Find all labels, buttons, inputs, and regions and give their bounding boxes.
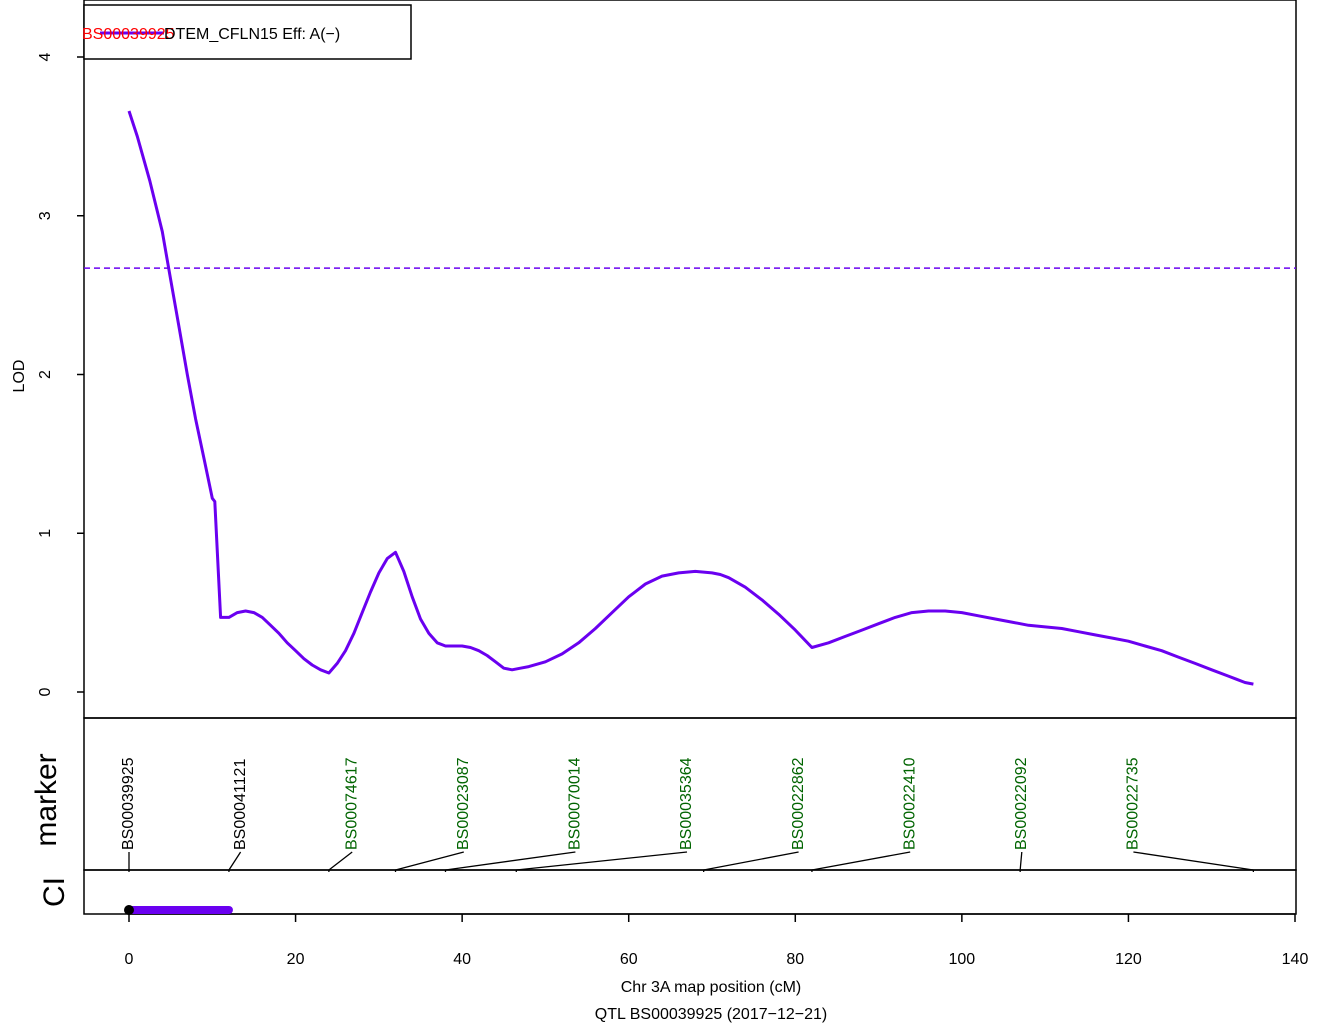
x-tick-label: 60 — [620, 951, 638, 968]
y-tick-label: 4 — [37, 52, 54, 61]
marker-label: BS00035364 — [678, 757, 695, 850]
x-axis-label: Chr 3A map position (cM) — [621, 979, 802, 996]
marker-connector — [328, 851, 353, 871]
marker-label: BS00074617 — [343, 757, 360, 850]
ci-peak-dot — [124, 905, 134, 915]
x-tick-label: 100 — [949, 951, 976, 968]
marker-connector — [445, 851, 576, 871]
y-tick-label: 3 — [37, 211, 54, 220]
marker-label: BS00023087 — [455, 757, 472, 850]
x-tick-label: 0 — [125, 951, 134, 968]
y-tick-label: 1 — [37, 529, 54, 538]
marker-label: BS00022410 — [901, 757, 918, 850]
legend: BS00039925 DTEM_CFLN15 Eff: A(−) — [82, 4, 412, 60]
y-tick-label: 0 — [37, 687, 54, 696]
y-tick-label: 2 — [37, 370, 54, 379]
y-axis-label: LOD — [11, 360, 28, 393]
lod-curve-0 — [127, 110, 1254, 686]
marker-connector — [1019, 851, 1023, 871]
marker-connector — [811, 851, 911, 871]
marker-label: BS00070014 — [567, 757, 584, 850]
marker-connector — [703, 851, 799, 871]
chart-subtitle: QTL BS00039925 (2017−12−21) — [595, 1006, 827, 1023]
marker-label: BS00022862 — [790, 757, 807, 850]
legend-marker-label: BS00039925 — [82, 26, 175, 43]
ci-panel-label: CI — [38, 877, 71, 907]
marker-label: BS00022092 — [1013, 757, 1030, 850]
marker-connector — [516, 851, 688, 871]
legend-trait-label: DTEM_CFLN15 Eff: A(−) — [164, 26, 340, 43]
x-tick-label: 20 — [287, 951, 305, 968]
marker-label: BS00039925 — [120, 757, 137, 850]
marker-label: BS00022735 — [1125, 757, 1142, 850]
x-tick-label: 140 — [1282, 951, 1309, 968]
ci-panel-frame — [83, 869, 1297, 915]
marker-connector — [1133, 851, 1254, 871]
x-tick-label: 80 — [786, 951, 804, 968]
marker-connector — [395, 851, 464, 871]
lod-plot-frame — [83, 0, 1297, 719]
x-tick-label: 40 — [453, 951, 471, 968]
marker-panel-label: marker — [30, 753, 63, 846]
x-tick-label: 120 — [1115, 951, 1142, 968]
marker-label: BS00041121 — [232, 759, 249, 850]
marker-connector — [228, 851, 242, 871]
